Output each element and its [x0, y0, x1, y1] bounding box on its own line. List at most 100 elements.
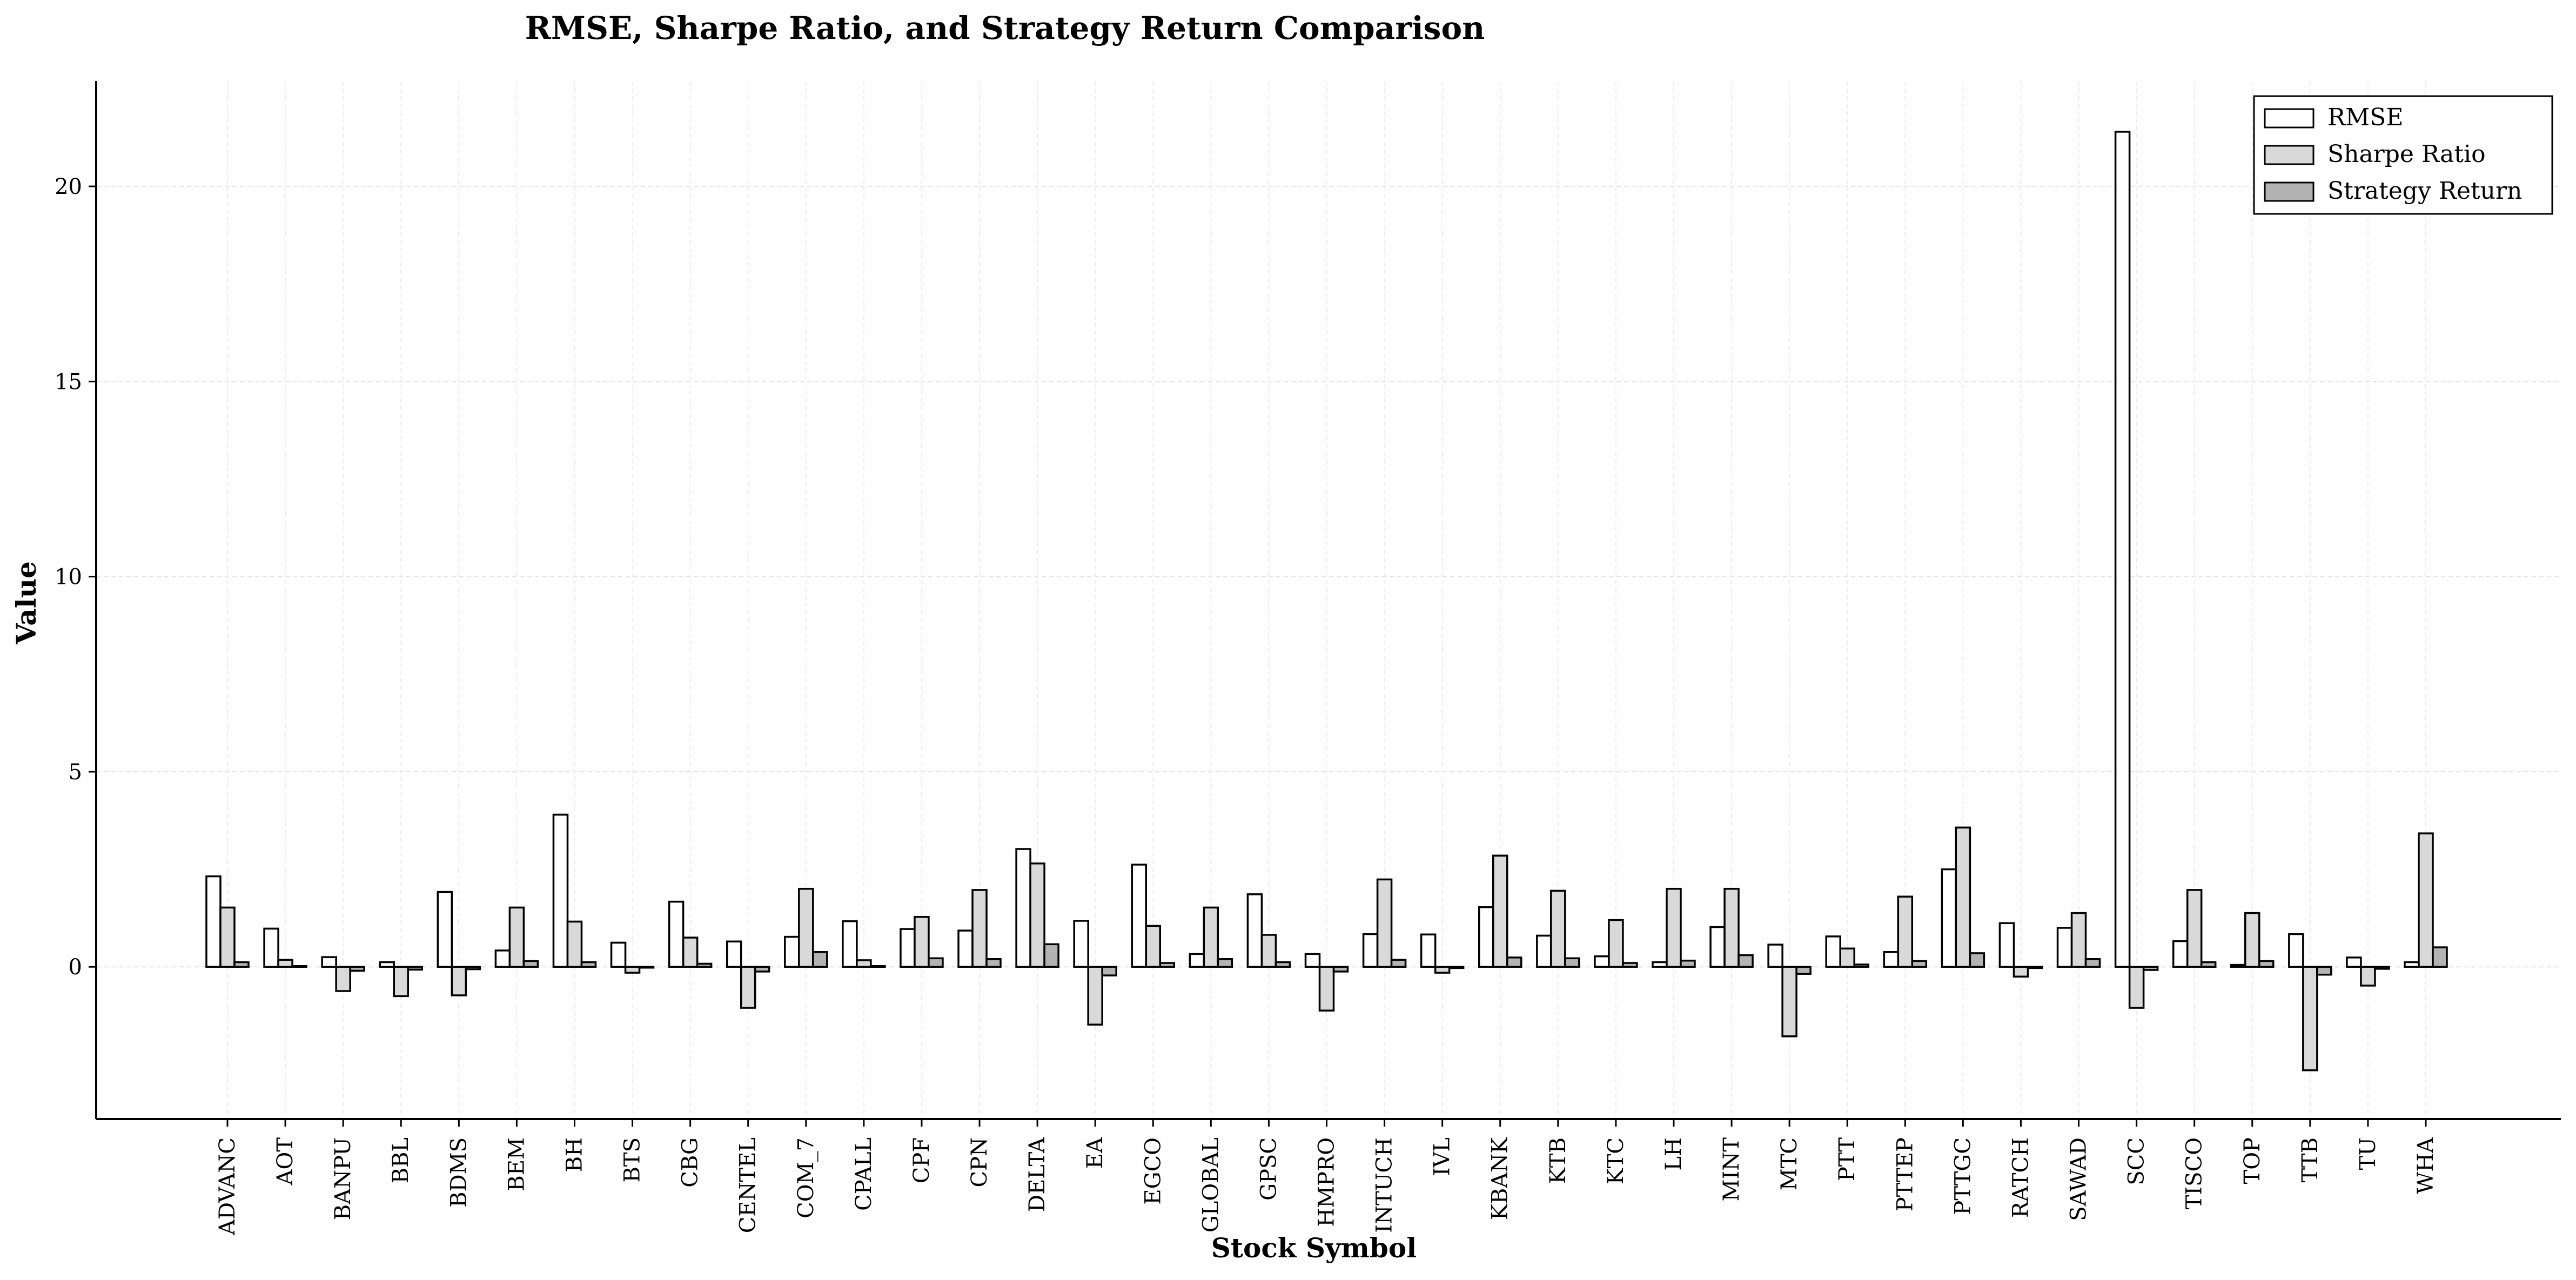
legend-label: Sharpe Ratio [2327, 140, 2486, 168]
x-tick-label: RATCH [2008, 1137, 2033, 1218]
y-tick-label: 20 [55, 174, 82, 199]
bar [2316, 966, 2332, 976]
x-tick-label: BEM [504, 1137, 529, 1191]
bar [1738, 954, 1754, 968]
x-tick-label: COM_7 [794, 1137, 819, 1218]
bar [1680, 959, 1696, 968]
bar [668, 900, 685, 968]
bar [856, 959, 872, 968]
bar [552, 813, 569, 968]
bar [1448, 966, 1465, 969]
x-tick-label: BANPU [331, 1137, 355, 1220]
bar [1564, 957, 1580, 968]
bar [2346, 956, 2362, 968]
x-tick-label: TOP [2240, 1137, 2265, 1184]
bar [494, 949, 511, 968]
x-tick-label: BH [562, 1137, 587, 1172]
bar [1015, 848, 1031, 968]
bar [784, 935, 800, 968]
x-tick-label: BDMS [446, 1137, 471, 1208]
bar [393, 966, 409, 998]
bar [2056, 927, 2073, 968]
bar [1723, 887, 1740, 968]
bar [1853, 964, 1869, 968]
bar [1781, 966, 1797, 1038]
bar [219, 906, 236, 968]
bar [1478, 906, 1494, 968]
bar [1029, 862, 1045, 968]
bar [451, 966, 467, 996]
bar [263, 927, 279, 968]
bar [1608, 919, 1624, 968]
bar [2360, 966, 2376, 987]
x-tick-label: MTC [1777, 1137, 1802, 1190]
x-tick-label: INTUCH [1372, 1137, 1397, 1233]
x-tick-label: EGCO [1141, 1137, 1165, 1205]
bar [726, 940, 742, 968]
x-tick-label: EA [1083, 1137, 1108, 1169]
y-tick-label: 0 [69, 955, 82, 980]
bar [1506, 956, 1522, 968]
bar [1203, 906, 1219, 968]
x-tick-label: KTB [1546, 1137, 1571, 1184]
bar [2142, 966, 2159, 971]
x-tick-label: KTC [1604, 1137, 1628, 1184]
bar [1969, 952, 1985, 968]
bar [971, 889, 988, 968]
x-tick-label: ADVANC [215, 1137, 240, 1236]
bar [638, 966, 655, 969]
bar [2374, 966, 2390, 970]
x-tick-label: DELTA [1025, 1137, 1050, 1212]
bar [812, 951, 828, 968]
bar [1087, 966, 1103, 1026]
bar [1260, 934, 1277, 968]
bar [465, 966, 481, 971]
bar [1536, 934, 1552, 968]
bar [1073, 920, 1089, 968]
bar [624, 966, 641, 974]
x-tick-label: WHA [2413, 1137, 2438, 1194]
bar [1550, 890, 1566, 968]
bar [2258, 960, 2275, 968]
bar [957, 929, 974, 968]
chart-title: RMSE, Sharpe Ratio, and Strategy Return … [525, 10, 1485, 46]
bar [842, 920, 858, 968]
legend-swatch [2264, 145, 2315, 165]
bar [1941, 868, 1957, 968]
bar [1883, 951, 1900, 968]
legend-label: Strategy Return [2327, 177, 2522, 205]
bar [1795, 966, 1812, 975]
x-tick-label: HMPRO [1314, 1137, 1339, 1227]
bar [798, 887, 814, 968]
x-tick-label: GPSC [1256, 1137, 1281, 1201]
y-axis-label: Value [10, 561, 42, 645]
bar [2013, 966, 2029, 978]
x-tick-label: SCC [2124, 1137, 2149, 1185]
bar [1955, 826, 1971, 968]
bar [2114, 131, 2131, 968]
bar [522, 960, 539, 968]
bar [2027, 966, 2043, 969]
ticks-layer: 0 5 10 15 20 ADVANC AOT BANPU BBL BDMS BEM BH BTS CBG… [55, 174, 2438, 1236]
bar [2432, 946, 2448, 968]
bar [2128, 966, 2145, 1009]
bar [2186, 889, 2203, 968]
bar [2288, 933, 2304, 968]
bar [1767, 944, 1783, 968]
bar [1189, 953, 1205, 968]
bar [2230, 964, 2246, 968]
bar [1217, 958, 1233, 968]
y-tick-label: 15 [55, 369, 82, 394]
bar [1376, 878, 1393, 968]
bar [696, 962, 713, 968]
bar [1911, 960, 1928, 968]
bar [1825, 935, 1841, 968]
bar [682, 937, 699, 968]
bar [1709, 926, 1726, 968]
bar [566, 920, 583, 968]
x-tick-label: PTTEP [1893, 1137, 1917, 1211]
bar [1274, 961, 1291, 968]
bar [870, 965, 886, 968]
bar [985, 958, 1002, 968]
x-tick-label: CBG [678, 1137, 703, 1188]
